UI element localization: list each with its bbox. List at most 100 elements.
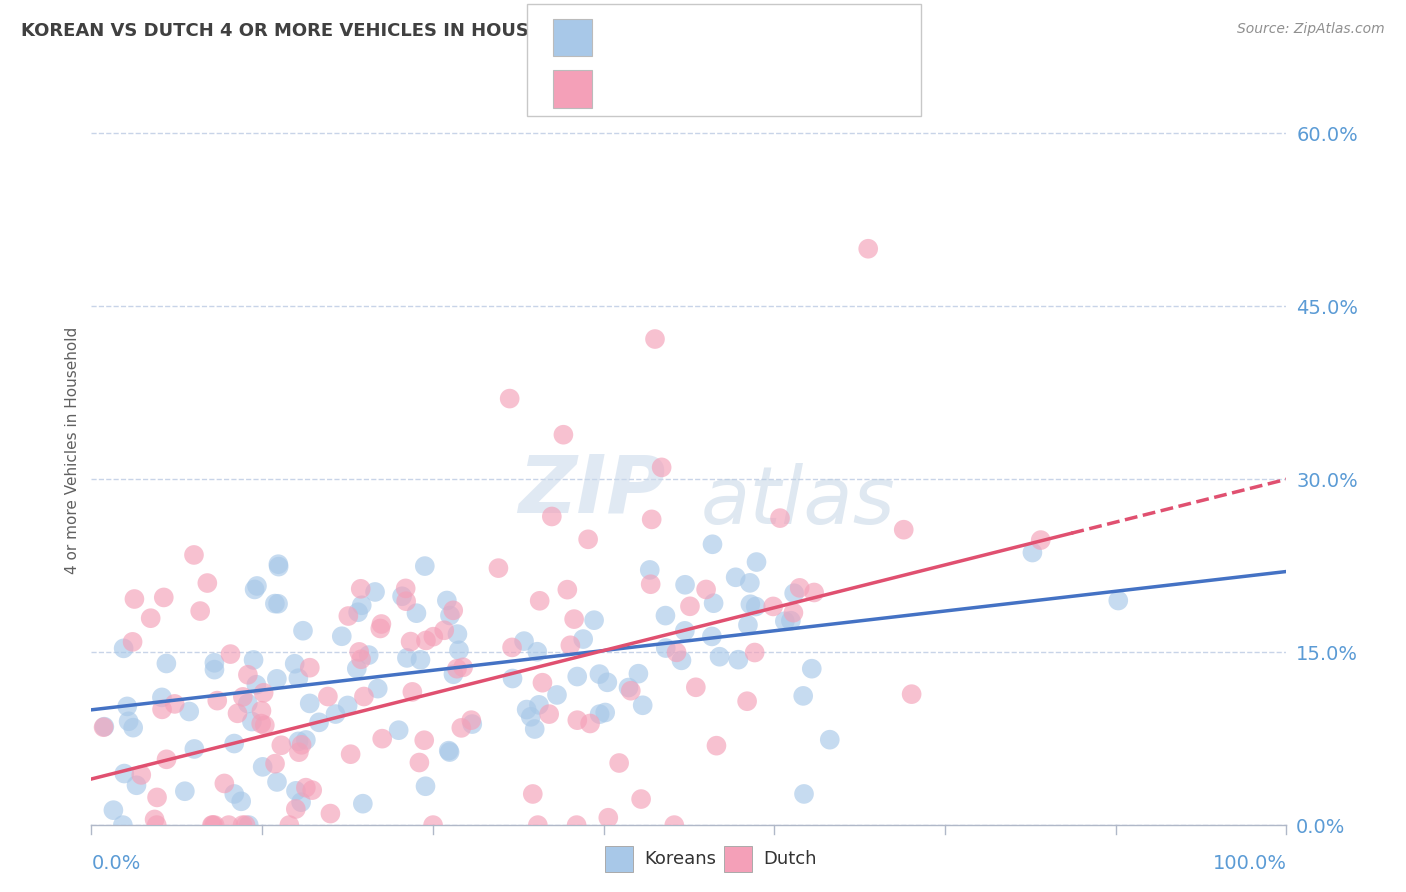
- Point: [122, 721, 145, 735]
- Point: [409, 653, 432, 667]
- Point: [298, 661, 321, 675]
- Text: 0.0%: 0.0%: [91, 854, 141, 873]
- Point: [664, 818, 686, 832]
- Point: [441, 603, 464, 617]
- Point: [783, 586, 806, 600]
- Point: [740, 597, 762, 611]
- Point: [446, 662, 468, 676]
- Point: [253, 686, 276, 700]
- Point: [267, 559, 290, 574]
- Point: [391, 589, 413, 603]
- Point: [620, 683, 643, 698]
- Point: [295, 733, 318, 747]
- Point: [236, 697, 259, 711]
- Point: [231, 794, 253, 808]
- Text: 111: 111: [768, 29, 818, 46]
- Point: [738, 575, 761, 590]
- Point: [560, 638, 582, 652]
- Point: [513, 634, 536, 648]
- Point: [173, 784, 195, 798]
- Point: [651, 460, 673, 475]
- Point: [803, 585, 825, 599]
- Point: [762, 599, 785, 614]
- Point: [744, 599, 766, 614]
- Point: [607, 756, 630, 770]
- Point: [395, 651, 418, 665]
- Text: R =: R =: [606, 80, 645, 98]
- Point: [640, 577, 662, 591]
- Point: [152, 591, 174, 605]
- Point: [264, 597, 287, 611]
- Point: [112, 641, 135, 656]
- Point: [583, 613, 606, 627]
- Point: [267, 597, 290, 611]
- Point: [405, 606, 427, 620]
- Point: [567, 669, 589, 683]
- Point: [702, 537, 724, 551]
- Point: [565, 818, 588, 832]
- Point: [129, 768, 152, 782]
- Point: [408, 756, 430, 770]
- Point: [155, 657, 177, 671]
- Point: [224, 787, 246, 801]
- Text: N =: N =: [721, 80, 761, 98]
- Point: [422, 630, 444, 644]
- Point: [488, 561, 510, 575]
- Point: [460, 713, 482, 727]
- Point: [1021, 545, 1043, 559]
- Point: [769, 511, 792, 525]
- Point: [644, 332, 666, 346]
- Point: [779, 614, 801, 628]
- Point: [125, 778, 148, 792]
- Point: [773, 614, 796, 628]
- Point: [347, 605, 370, 619]
- Point: [243, 582, 266, 597]
- Point: [596, 675, 619, 690]
- Point: [146, 790, 169, 805]
- Point: [183, 548, 205, 562]
- Point: [744, 646, 766, 660]
- Point: [163, 697, 186, 711]
- Point: [501, 640, 523, 655]
- Point: [350, 582, 373, 596]
- Point: [93, 720, 115, 734]
- Text: 0.479: 0.479: [652, 80, 709, 98]
- Point: [240, 714, 263, 729]
- Point: [900, 687, 922, 701]
- Point: [673, 624, 696, 638]
- Point: [451, 660, 474, 674]
- Point: [235, 818, 257, 832]
- Point: [557, 582, 579, 597]
- Point: [150, 690, 173, 705]
- Point: [179, 705, 201, 719]
- Point: [287, 734, 309, 748]
- Point: [319, 806, 342, 821]
- Point: [285, 784, 308, 798]
- Point: [295, 780, 318, 795]
- Point: [183, 742, 205, 756]
- Point: [201, 818, 224, 832]
- Point: [347, 645, 370, 659]
- Point: [236, 667, 259, 681]
- Point: [789, 581, 811, 595]
- Text: 0.386: 0.386: [652, 29, 710, 46]
- Point: [325, 706, 347, 721]
- Point: [800, 662, 823, 676]
- Point: [526, 645, 548, 659]
- Point: [685, 680, 707, 694]
- Point: [278, 818, 301, 832]
- Point: [671, 653, 693, 667]
- Point: [893, 523, 915, 537]
- Point: [337, 609, 360, 624]
- Point: [498, 392, 520, 406]
- Point: [357, 648, 380, 662]
- Point: [219, 647, 242, 661]
- Point: [124, 592, 146, 607]
- Text: N =: N =: [721, 29, 761, 46]
- Point: [818, 732, 841, 747]
- Text: Dutch: Dutch: [763, 850, 817, 868]
- Point: [121, 635, 143, 649]
- Point: [640, 512, 662, 526]
- Point: [218, 818, 240, 832]
- Point: [367, 681, 389, 696]
